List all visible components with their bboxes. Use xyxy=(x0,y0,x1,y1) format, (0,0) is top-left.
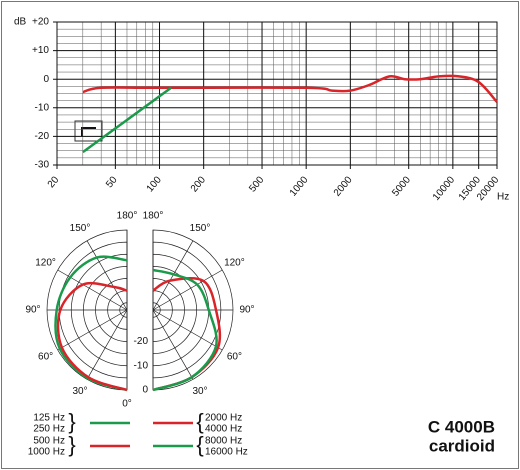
polar-spoke xyxy=(57,269,128,311)
polar-minor-ring xyxy=(152,266,197,354)
angle-label: 120° xyxy=(224,258,245,269)
x-tick-label: 50 xyxy=(104,174,120,190)
polar-curve xyxy=(56,281,128,392)
legend-brace: { xyxy=(196,409,203,434)
angle-label: 150° xyxy=(70,223,91,234)
angle-label: 180° xyxy=(143,211,164,222)
angle-label: 60° xyxy=(38,352,53,363)
polar-minor-ring xyxy=(83,266,128,354)
legend-brace: } xyxy=(68,432,75,457)
angle-label: 180° xyxy=(117,211,138,222)
angle-label: 120° xyxy=(35,258,56,269)
x-tick-label: 20 xyxy=(46,174,62,190)
y-tick-label: +10 xyxy=(32,45,49,56)
polar-minor-ring xyxy=(119,302,128,318)
model-name: C 4000B xyxy=(428,417,495,436)
x-tick-label: 500 xyxy=(247,174,266,194)
legend-label: 125 Hz xyxy=(33,413,65,424)
x-tick-label: 1000 xyxy=(288,174,311,198)
x-tick-label: 100 xyxy=(145,174,164,194)
low-cut-icon xyxy=(74,120,103,142)
r-tick-label: -10 xyxy=(134,360,149,371)
polar-ring xyxy=(152,278,185,342)
response-line xyxy=(82,86,172,154)
polar-minor-ring xyxy=(152,241,222,379)
angle-label: 60° xyxy=(227,352,242,363)
y-tick-label: -10 xyxy=(35,102,50,113)
r-tick-label: -20 xyxy=(134,336,149,347)
legend-label: 1000 Hz xyxy=(28,447,65,458)
response-line xyxy=(82,74,498,103)
polar-curve xyxy=(54,255,128,392)
x-tick-label: 5000 xyxy=(390,174,413,198)
polar-ring xyxy=(152,229,234,391)
angle-label: 0° xyxy=(122,399,132,410)
legend-label: 8000 Hz xyxy=(205,436,242,447)
polar-minor-ring xyxy=(58,241,128,379)
polar-spoke xyxy=(86,309,128,380)
pattern-name: cardioid xyxy=(429,436,495,455)
x-axis-label: Hz xyxy=(497,192,509,203)
polar-minor-ring xyxy=(152,290,173,330)
polar-spoke xyxy=(86,240,128,311)
angle-label: 30° xyxy=(72,386,87,397)
low-cut-symbol xyxy=(81,127,96,136)
polar-spoke xyxy=(152,309,223,351)
polar-spoke xyxy=(57,309,128,351)
polar-minor-ring xyxy=(107,290,128,330)
y-axis-label: dB xyxy=(14,17,27,28)
legend-label: 4000 Hz xyxy=(205,424,242,435)
legend-brace: { xyxy=(196,432,203,457)
polar-curve xyxy=(152,268,218,392)
polar-ring xyxy=(95,278,128,342)
polar-spoke xyxy=(152,269,223,311)
polar-curve xyxy=(152,276,222,392)
legend-brace: } xyxy=(68,409,75,434)
angle-label: 90° xyxy=(239,305,254,316)
legend-label: 250 Hz xyxy=(33,424,65,435)
y-tick-label: +20 xyxy=(32,17,49,28)
x-tick-label: 2000 xyxy=(332,174,355,198)
angle-label: 90° xyxy=(25,305,40,316)
y-tick-label: -20 xyxy=(35,131,50,142)
x-tick-label: 10000 xyxy=(431,174,458,203)
legend-label: 2000 Hz xyxy=(205,413,242,424)
x-tick-label: 200 xyxy=(189,174,208,194)
legend-label: 500 Hz xyxy=(33,436,65,447)
legend-label: 16000 Hz xyxy=(205,447,248,458)
y-tick-label: 0 xyxy=(43,74,49,85)
angle-label: 30° xyxy=(192,386,207,397)
angle-label: 150° xyxy=(190,223,211,234)
polar-minor-ring xyxy=(152,302,161,318)
polar-spoke xyxy=(152,309,194,380)
y-tick-label: -30 xyxy=(35,160,50,171)
r-tick-label: 0 xyxy=(142,385,148,396)
